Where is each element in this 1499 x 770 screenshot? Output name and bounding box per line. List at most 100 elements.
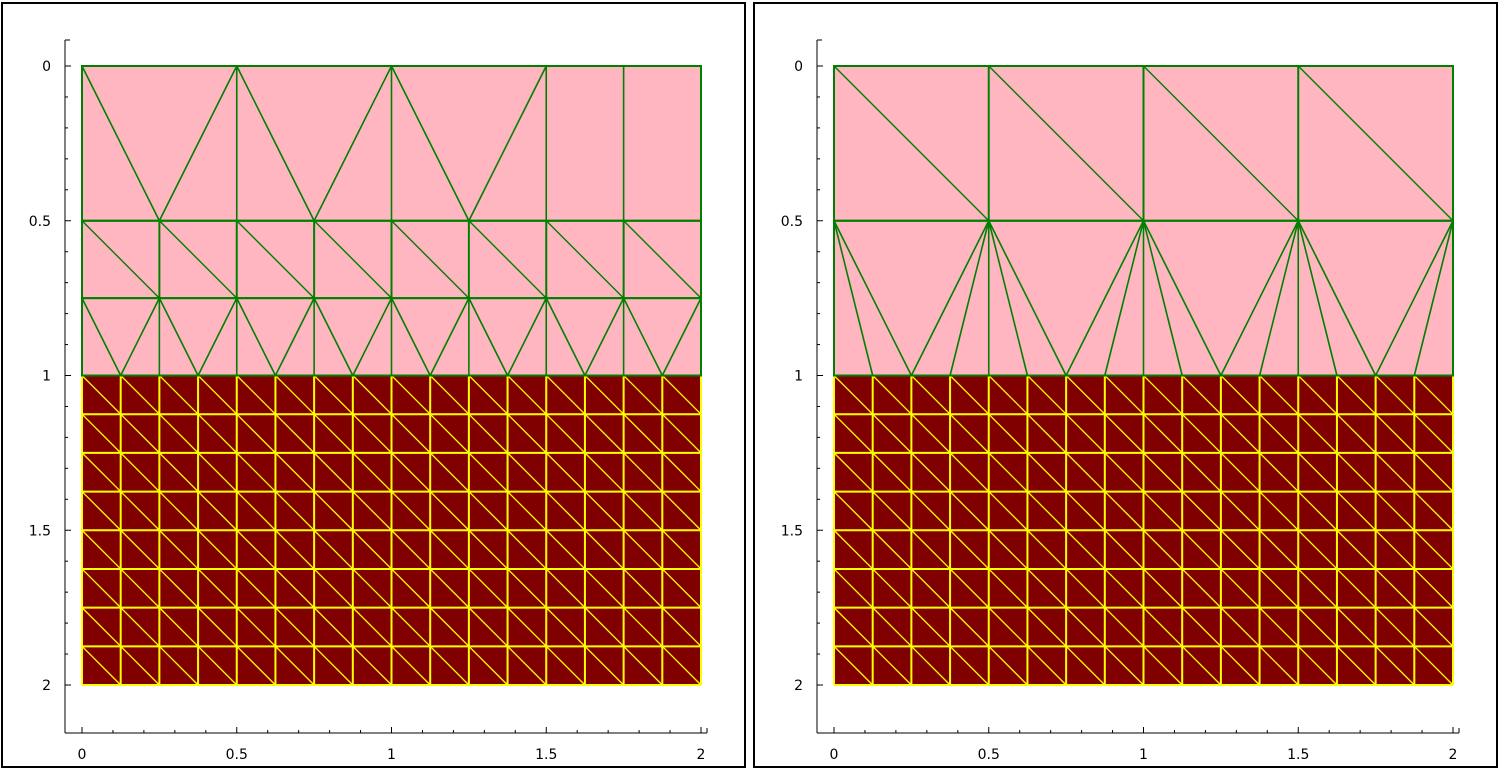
x-tick-label: 2 [697, 747, 706, 763]
x-tick-label: 1.5 [535, 747, 557, 763]
lower-mesh-edges [833, 374, 1454, 686]
mesh-edge [120, 529, 160, 570]
mesh-edge [1143, 413, 1183, 454]
mesh-edge [429, 452, 470, 493]
mesh-edge [949, 607, 990, 647]
mesh-edge [313, 568, 354, 609]
mesh-edge [1336, 452, 1377, 493]
mesh-edge [584, 452, 625, 493]
mesh-edge [872, 375, 912, 415]
mesh-edge [81, 491, 122, 531]
mesh-edge [197, 375, 238, 415]
mesh-edge [81, 297, 122, 376]
mesh-edge [236, 297, 277, 376]
mesh-edge [468, 491, 509, 531]
mesh-edge [1143, 568, 1183, 609]
mesh-edge [872, 529, 912, 570]
x-tick-label: 0.5 [978, 747, 1000, 763]
mesh-edge [1413, 568, 1454, 609]
mesh-edge [1104, 491, 1144, 531]
mesh-edge [584, 529, 625, 570]
mesh-edge [1336, 413, 1377, 454]
mesh-edge [910, 220, 990, 376]
mesh-edge [584, 645, 625, 686]
mesh-edge [158, 645, 199, 686]
mesh-edge [623, 452, 663, 493]
mesh-edge [584, 413, 625, 454]
mesh-edge [236, 220, 315, 299]
mesh-edge [1065, 375, 1106, 415]
mesh-edge [468, 220, 547, 299]
mesh-edge [468, 529, 509, 570]
mesh-edge [545, 491, 586, 531]
mesh-edge [1220, 491, 1261, 531]
mesh-edge [391, 491, 431, 531]
mesh-edge [1297, 452, 1338, 493]
mesh-edge [81, 645, 122, 686]
mesh-edge [1104, 452, 1144, 493]
mesh-edge [1413, 220, 1454, 376]
mesh-edge [158, 297, 199, 376]
mesh-edge [507, 375, 547, 415]
mesh-edge [1413, 491, 1454, 531]
mesh-edge [274, 452, 315, 493]
mesh-plot-left: 0 0.5 1 1.5 2 0 0.5 1 1.5 2 [29, 39, 708, 763]
mesh-edge [910, 568, 951, 609]
mesh-edge [274, 297, 315, 376]
mesh-edge [623, 645, 663, 686]
mesh-edge [120, 375, 160, 415]
mesh-edge [1259, 568, 1299, 609]
mesh-edge [352, 413, 392, 454]
mesh-edge [391, 529, 431, 570]
mesh-edge [1065, 220, 1145, 376]
mesh-edge [352, 452, 392, 493]
mesh-edge [988, 491, 1028, 531]
mesh-edge [468, 375, 509, 415]
mesh-edge [236, 452, 276, 493]
y-tick-label: 0 [794, 59, 803, 75]
mesh-edge [1143, 452, 1183, 493]
upper-region-outline [833, 65, 1454, 377]
mesh-edge [197, 568, 238, 609]
mesh-edge [949, 645, 990, 686]
mesh-edge [910, 491, 951, 531]
mesh-edge [545, 645, 586, 686]
mesh-edge [833, 413, 874, 454]
mesh-edge [1336, 529, 1377, 570]
mesh-edge [1026, 375, 1067, 415]
y-tick-label: 1 [42, 369, 51, 385]
mesh-edge [661, 413, 702, 454]
mesh-edge [1220, 413, 1261, 454]
mesh-edge [1413, 375, 1454, 415]
y-tick-label: 0.5 [29, 214, 51, 230]
mesh-edge [1258, 220, 1300, 376]
mesh-edge [507, 452, 547, 493]
mesh-edge [988, 607, 1028, 647]
mesh-edge [545, 413, 586, 454]
mesh-edge [949, 491, 990, 531]
upper-region-outline [81, 65, 702, 377]
mesh-edge [468, 607, 509, 647]
mesh-edge [429, 491, 470, 531]
x-tick-label: 0.5 [226, 747, 248, 763]
mesh-edge [1413, 529, 1454, 570]
mesh-edge [507, 529, 547, 570]
mesh-edge [1375, 375, 1415, 415]
mesh-edge [1181, 645, 1222, 686]
mesh-edge [872, 645, 912, 686]
mesh-edge [1143, 607, 1183, 647]
mesh-edge [120, 607, 160, 647]
mesh-edge [352, 645, 392, 686]
mesh-edge [949, 413, 990, 454]
mesh-edge [833, 452, 874, 493]
mesh-edge [158, 529, 199, 570]
mesh-edge [1375, 568, 1415, 609]
mesh-edge [158, 568, 199, 609]
mesh-edge [833, 65, 990, 222]
mesh-edge [468, 413, 509, 454]
mesh-panel-left: 0 0.5 1 1.5 2 0 0.5 1 1.5 2 [1, 2, 746, 768]
y-tick-label: 1.5 [781, 523, 803, 539]
mesh-edge [1374, 220, 1454, 376]
mesh-edge [1220, 220, 1299, 376]
mesh-edge [988, 375, 1028, 415]
